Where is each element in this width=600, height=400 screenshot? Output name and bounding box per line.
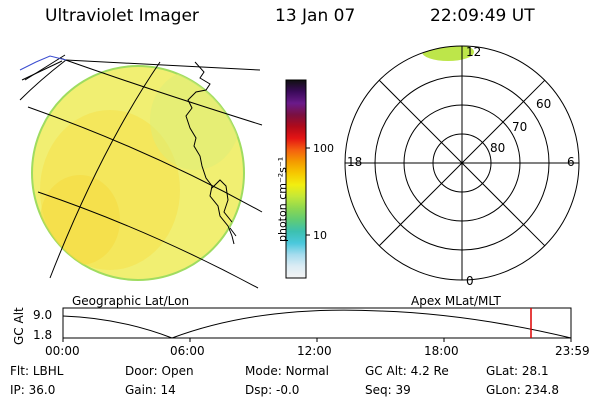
status-glat: GLat: 28.1 [486, 364, 549, 378]
colorbar-scale [285, 79, 307, 279]
status-gc-alt: GC Alt: 4.2 Re [365, 364, 449, 378]
status-flt: Flt: LBHL [10, 364, 64, 378]
status-dsp: Dsp: -0.0 [245, 383, 300, 397]
mlt-label-12: 12 [466, 45, 482, 59]
status-mode: Mode: Normal [245, 364, 329, 378]
mlt-label-0: 0 [466, 274, 474, 288]
mlt-label-6: 6 [567, 155, 575, 169]
lat-label-70: 70 [512, 120, 528, 134]
status-door: Door: Open [125, 364, 194, 378]
altitude-xtick-1: 06:00 [170, 344, 205, 358]
status-glon: GLon: 234.8 [486, 383, 559, 397]
altitude-ytick-high: 9.0 [33, 308, 53, 322]
status-gain: Gain: 14 [125, 383, 176, 397]
colorbar-tick-100: 100 [313, 142, 334, 155]
colorbar-tick-10: 10 [313, 229, 327, 242]
status-ip: IP: 36.0 [10, 383, 56, 397]
altitude-ytick-low: 1.8 [33, 328, 53, 342]
altitude-xtick-4: 23:59 [555, 344, 590, 358]
right-projection-label: Apex MLat/MLT [411, 294, 501, 308]
lat-label-60: 60 [536, 97, 552, 111]
instrument-title: Ultraviolet Imager [45, 6, 199, 26]
altitude-curve [62, 309, 572, 339]
header-time: 22:09:49 UT [430, 6, 535, 26]
altitude-xtick-3: 18:00 [424, 344, 459, 358]
left-projection-label: Geographic Lat/Lon [72, 294, 190, 308]
altitude-xtick-0: 00:00 [45, 344, 80, 358]
header-date: 13 Jan 07 [275, 6, 356, 26]
status-seq: Seq: 39 [365, 383, 411, 397]
mlt-label-18: 18 [347, 155, 363, 169]
coastline [185, 61, 237, 245]
lat-label-80: 80 [490, 141, 506, 155]
altitude-xtick-2: 12:00 [297, 344, 332, 358]
